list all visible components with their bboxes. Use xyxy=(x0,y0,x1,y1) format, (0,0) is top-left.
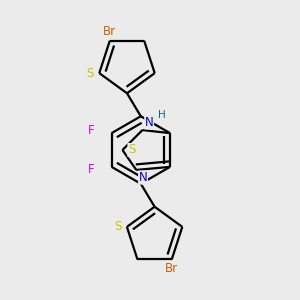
Text: N: N xyxy=(145,116,154,129)
Text: Br: Br xyxy=(165,262,178,275)
Text: H: H xyxy=(158,110,165,120)
Text: N: N xyxy=(139,171,147,184)
Text: F: F xyxy=(88,124,95,136)
Text: S: S xyxy=(86,67,94,80)
Text: S: S xyxy=(114,220,122,233)
Text: S: S xyxy=(128,143,135,157)
Text: F: F xyxy=(88,164,95,176)
Text: Br: Br xyxy=(103,25,116,38)
